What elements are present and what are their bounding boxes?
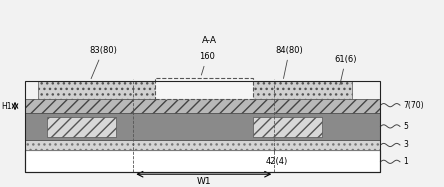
Bar <box>155 78 253 99</box>
Text: 83(80): 83(80) <box>89 46 117 79</box>
Bar <box>250 81 352 99</box>
Text: A-A: A-A <box>202 36 217 45</box>
Text: 84(80): 84(80) <box>276 46 303 79</box>
Bar <box>25 140 381 150</box>
Bar <box>25 99 381 113</box>
Text: H1: H1 <box>1 102 12 111</box>
Bar <box>47 117 116 137</box>
Text: 1: 1 <box>403 157 408 166</box>
Text: 61(6): 61(6) <box>334 55 357 85</box>
Bar <box>25 150 381 172</box>
Text: W1: W1 <box>197 177 211 186</box>
Bar <box>38 81 157 99</box>
Bar <box>25 81 381 172</box>
Text: 160: 160 <box>199 52 215 75</box>
Bar <box>253 117 322 137</box>
Text: 3: 3 <box>403 140 408 149</box>
Text: 42(4): 42(4) <box>266 150 288 166</box>
Text: 7(70): 7(70) <box>403 101 424 110</box>
Bar <box>25 113 381 140</box>
Text: 5: 5 <box>403 122 408 131</box>
